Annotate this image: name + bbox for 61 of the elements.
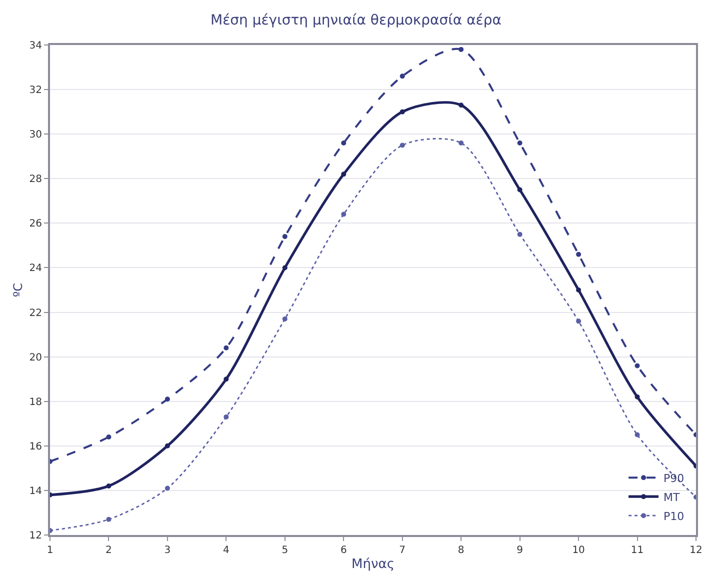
point: [517, 187, 522, 192]
point: [341, 212, 346, 217]
point: [106, 516, 112, 522]
point: [106, 484, 112, 488]
x-tick-label: 11: [630, 545, 644, 556]
y-tick-label: 20: [29, 352, 42, 364]
point: [282, 316, 288, 322]
point: [400, 142, 405, 148]
point: [164, 486, 170, 491]
point: [576, 252, 582, 257]
point: [164, 443, 170, 448]
y-tick-label: 16: [29, 441, 42, 452]
y-tick-label: 18: [29, 396, 42, 408]
y-tick-label: 28: [29, 174, 42, 186]
x-tick-label: 9: [516, 545, 524, 556]
line-series: [50, 46, 696, 464]
chart-title: Μέση μέγιστη μηνιαία θερμοκρασία αέρα: [210, 12, 502, 28]
point: [164, 396, 170, 402]
point: [224, 345, 229, 350]
point: [224, 376, 229, 382]
point: [458, 46, 464, 52]
x-tick-label: 12: [690, 545, 702, 556]
y-axis-title: ºC: [11, 282, 26, 298]
x-axis-title: Μήνας: [352, 557, 394, 572]
point: [576, 318, 582, 324]
point: [400, 109, 405, 114]
x-tick-label: 6: [340, 545, 347, 556]
point: [576, 288, 582, 292]
x-tick-label: 2: [106, 545, 112, 556]
x-tick-label: 10: [572, 545, 585, 556]
x-tick-label: 7: [399, 545, 406, 556]
y-tick-label: 26: [29, 218, 42, 230]
point: [517, 140, 522, 146]
legend-label: P10: [664, 510, 684, 523]
legend-label: MT: [664, 490, 680, 504]
point: [106, 434, 112, 440]
point: [341, 140, 346, 146]
point: [458, 102, 464, 108]
point: [400, 74, 405, 79]
point: [458, 140, 464, 146]
x-tick-label: 8: [458, 545, 464, 556]
y-tick-label: 32: [29, 85, 42, 96]
y-tick-label: 24: [29, 263, 42, 274]
point: [634, 363, 640, 368]
point: [634, 394, 640, 400]
point: [282, 265, 288, 270]
y-tick-label: 34: [29, 40, 42, 52]
y-tick-label: 30: [29, 130, 42, 141]
y-tick-label: 14: [29, 486, 42, 497]
y-tick-label: 22: [29, 308, 42, 319]
point: [341, 172, 346, 177]
x-tick-label: 1: [46, 545, 54, 556]
point: [282, 234, 288, 240]
point: [224, 414, 229, 420]
x-tick-label: 3: [164, 545, 171, 556]
x-tick-label: 4: [222, 545, 230, 556]
x-tick-label: 5: [282, 545, 288, 556]
y-tick-label: 12: [29, 530, 42, 542]
legend-label: P90: [664, 472, 684, 485]
point: [634, 432, 640, 438]
point: [517, 232, 522, 237]
